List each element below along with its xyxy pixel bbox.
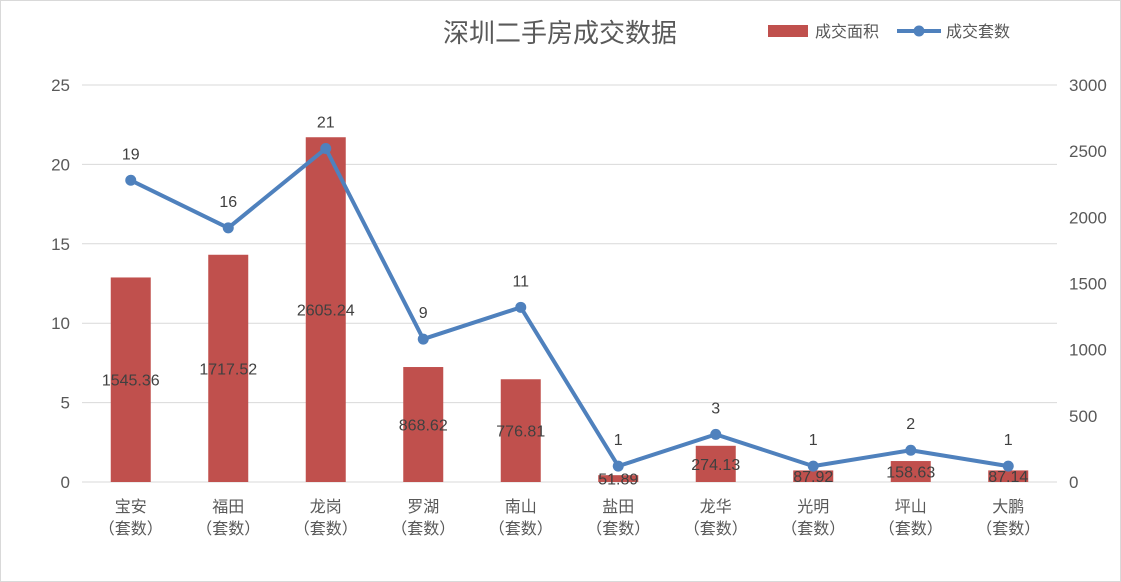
right-tick-label: 1500	[1069, 275, 1107, 294]
left-tick-label: 0	[61, 473, 70, 492]
bar	[890, 461, 931, 482]
bar-data-labels: 1545.36 1717.52 2605.24 868.62 776.81 51.89 27…	[102, 303, 1029, 489]
line-point	[612, 460, 624, 472]
bar-value-label: 87.92	[793, 469, 833, 486]
category-axis: 宝安 （套数） 福田 （套数） 龙岗 （套数） 罗湖 （套数） 南山 （套数） 盐田 （套数） 龙华 （套…	[99, 497, 1041, 538]
legend-line-marker	[913, 25, 925, 37]
right-tick-label: 3000	[1069, 76, 1107, 95]
bar	[695, 445, 736, 482]
line-value-label: 11	[512, 273, 529, 290]
right-tick-label: 500	[1069, 407, 1097, 426]
category-label: 大鹏	[992, 497, 1024, 516]
line-value-label: 16	[219, 194, 237, 211]
bar	[208, 254, 249, 482]
bar-value-label: 51.89	[598, 472, 638, 489]
line-point	[710, 428, 722, 440]
bar-value-label: 274.13	[691, 457, 740, 474]
category-label: 坪山	[895, 497, 927, 516]
category-sublabel: （套数）	[586, 519, 650, 538]
legend-bar-swatch	[768, 25, 808, 37]
bar	[793, 470, 834, 482]
bar	[110, 277, 151, 482]
category-sublabel: （套数）	[489, 519, 553, 538]
line-point	[417, 333, 429, 345]
line-value-label: 1	[614, 432, 623, 449]
line-value-label: 1	[1004, 432, 1013, 449]
line-point	[515, 301, 527, 313]
bar	[403, 367, 444, 482]
bar-value-label: 1545.36	[102, 373, 160, 390]
line-value-label: 3	[711, 400, 720, 417]
category-label: 宝安	[115, 497, 147, 516]
category-sublabel: （套数）	[976, 519, 1040, 538]
line-value-label: 9	[419, 305, 428, 322]
category-label: 南山	[505, 497, 537, 516]
line-value-label: 21	[317, 115, 335, 132]
left-tick-label: 5	[61, 394, 70, 413]
right-tick-label: 2000	[1069, 208, 1107, 227]
bar-value-label: 158.63	[886, 465, 935, 482]
category-sublabel: （套数）	[391, 519, 455, 538]
category-sublabel: （套数）	[879, 519, 943, 538]
chart-title: 深圳二手房成交数据	[443, 19, 677, 49]
line-value-label: 2	[906, 416, 915, 433]
category-sublabel: （套数）	[781, 519, 845, 538]
bar-value-label: 87.14	[988, 469, 1028, 486]
right-tick-label: 0	[1069, 473, 1078, 492]
category-sublabel: （套数）	[99, 519, 163, 538]
bar-value-label: 2605.24	[297, 303, 355, 320]
bar	[988, 470, 1029, 482]
category-label: 罗湖	[407, 497, 439, 516]
line-value-label: 19	[122, 146, 140, 163]
line-point	[125, 174, 137, 186]
line-point	[320, 143, 332, 155]
category-sublabel: （套数）	[684, 519, 748, 538]
category-label: 盐田	[602, 497, 634, 516]
category-label: 光明	[797, 497, 829, 516]
line-point	[905, 444, 917, 456]
line-series	[125, 143, 1014, 472]
category-label: 福田	[212, 497, 244, 516]
line-point	[807, 460, 819, 472]
left-tick-label: 10	[51, 314, 70, 333]
series-line	[129, 146, 1009, 469]
left-tick-label: 25	[51, 76, 70, 95]
category-sublabel: （套数）	[294, 519, 358, 538]
bar-series	[110, 137, 1029, 483]
bar-value-label: 868.62	[399, 418, 448, 435]
legend-line-label: 成交套数	[946, 22, 1010, 41]
category-label: 龙岗	[310, 497, 342, 516]
right-tick-label: 2500	[1069, 142, 1107, 161]
left-tick-label: 15	[51, 235, 70, 254]
bar-value-label: 776.81	[496, 424, 545, 441]
right-tick-label: 1000	[1069, 341, 1107, 360]
left-axis: 0 5 10 15 20 25	[51, 76, 70, 492]
bar	[305, 137, 346, 483]
bar-value-label: 1717.52	[199, 361, 257, 378]
line-point	[222, 222, 234, 234]
left-tick-label: 20	[51, 155, 70, 174]
line-point	[1002, 460, 1014, 472]
line-value-label: 1	[809, 432, 818, 449]
legend-bar-label: 成交面积	[815, 22, 879, 41]
legend: 成交面积 成交套数	[768, 22, 1010, 41]
category-sublabel: （套数）	[196, 519, 260, 538]
bar	[500, 379, 541, 482]
category-label: 龙华	[700, 497, 732, 516]
bar	[598, 475, 639, 482]
right-axis: 0 500 1000 1500 2000 2500 3000	[1069, 76, 1107, 492]
